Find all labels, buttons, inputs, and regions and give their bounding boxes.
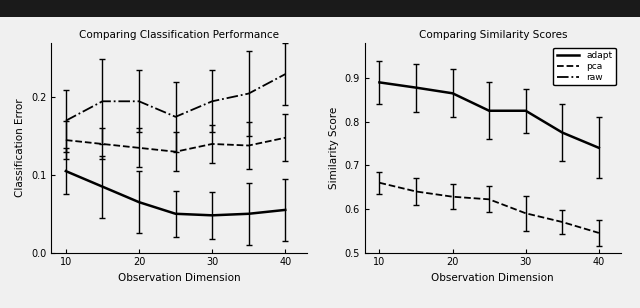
X-axis label: Observation Dimension: Observation Dimension xyxy=(118,273,241,283)
X-axis label: Observation Dimension: Observation Dimension xyxy=(431,273,554,283)
Y-axis label: Classification Error: Classification Error xyxy=(15,99,26,197)
Title: Comparing Classification Performance: Comparing Classification Performance xyxy=(79,30,279,39)
Y-axis label: Similarity Score: Similarity Score xyxy=(329,107,339,189)
Title: Comparing Similarity Scores: Comparing Similarity Scores xyxy=(419,30,567,39)
Legend: adapt, pca, raw: adapt, pca, raw xyxy=(553,48,616,85)
